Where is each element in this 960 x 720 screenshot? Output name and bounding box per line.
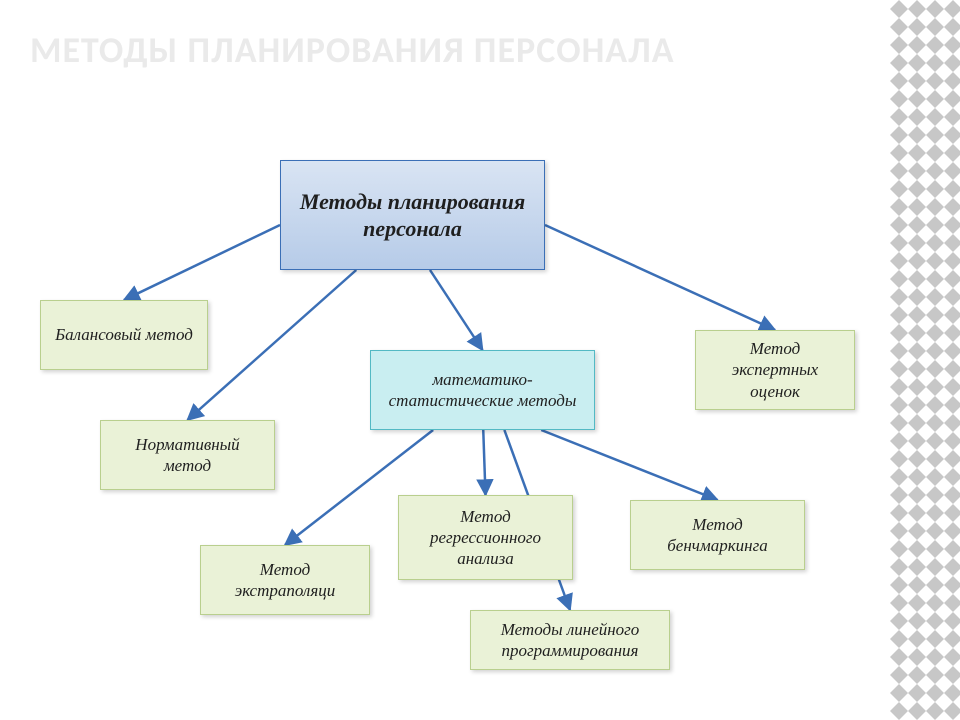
decorative-strip: [890, 0, 960, 720]
node-math: математико-статистические методы: [370, 350, 595, 430]
node-balans: Балансовый метод: [40, 300, 208, 370]
edge-root-expert: [545, 225, 775, 330]
node-bench: Метод бенчмаркинга: [630, 500, 805, 570]
edge-root-balans: [124, 225, 280, 300]
slide-title: МЕТОДЫ ПЛАНИРОВАНИЯ ПЕРСОНАЛА: [30, 30, 730, 71]
node-regr: Метод регрессионного анализа: [398, 495, 573, 580]
edge-root-norm: [188, 270, 357, 420]
node-linprog: Методы линейного программирования: [470, 610, 670, 670]
slide-stage: МЕТОДЫ ПЛАНИРОВАНИЯ ПЕРСОНАЛА Методы пла…: [0, 0, 960, 720]
node-norm: Нормативный метод: [100, 420, 275, 490]
node-expert: Метод экспертных оценок: [695, 330, 855, 410]
node-extra: Метод экстраполяци: [200, 545, 370, 615]
node-root: Методы планирования персонала: [280, 160, 545, 270]
edge-math-regr: [483, 430, 485, 495]
edge-root-math: [430, 270, 483, 350]
edge-math-bench: [541, 430, 717, 500]
